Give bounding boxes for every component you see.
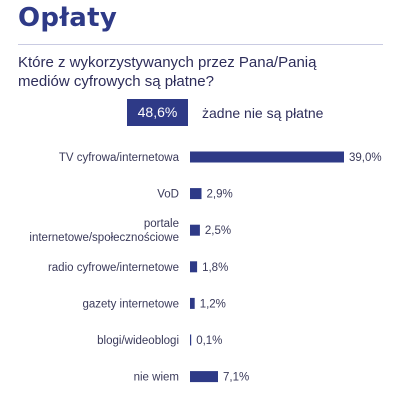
bar <box>190 151 344 163</box>
bar <box>190 371 218 383</box>
value-label: 1,2% <box>200 298 226 310</box>
value-label: 7,1% <box>223 372 249 384</box>
category-label: VoD <box>157 189 179 201</box>
bar <box>190 188 202 200</box>
question-text: Które z wykorzystywanych przez Pana/Pani… <box>18 54 317 90</box>
bar <box>190 297 195 309</box>
category-label: internetowe/społecznościowe <box>29 232 179 244</box>
value-label: 2,5% <box>205 225 231 237</box>
highlight-label: żadne nie są płatne <box>202 105 324 121</box>
highlight-value-box: 48,6% <box>127 99 188 126</box>
value-label: 39,0% <box>349 152 382 164</box>
category-label: gazety internetowe <box>82 298 179 310</box>
value-label: 2,9% <box>207 189 233 201</box>
value-label: 0,1% <box>196 335 222 347</box>
category-label: portale <box>144 218 179 230</box>
value-label: 1,8% <box>202 262 228 274</box>
category-label: nie wiem <box>134 372 179 384</box>
bar <box>190 224 200 236</box>
page-title: Opłaty <box>18 3 118 33</box>
category-label: TV cyfrowa/internetowa <box>59 152 180 164</box>
title-divider <box>18 44 383 45</box>
category-label: radio cyfrowe/internetowe <box>48 262 179 274</box>
bar <box>190 261 198 273</box>
bar <box>190 334 192 346</box>
category-label: blogi/wideoblogi <box>97 335 179 347</box>
